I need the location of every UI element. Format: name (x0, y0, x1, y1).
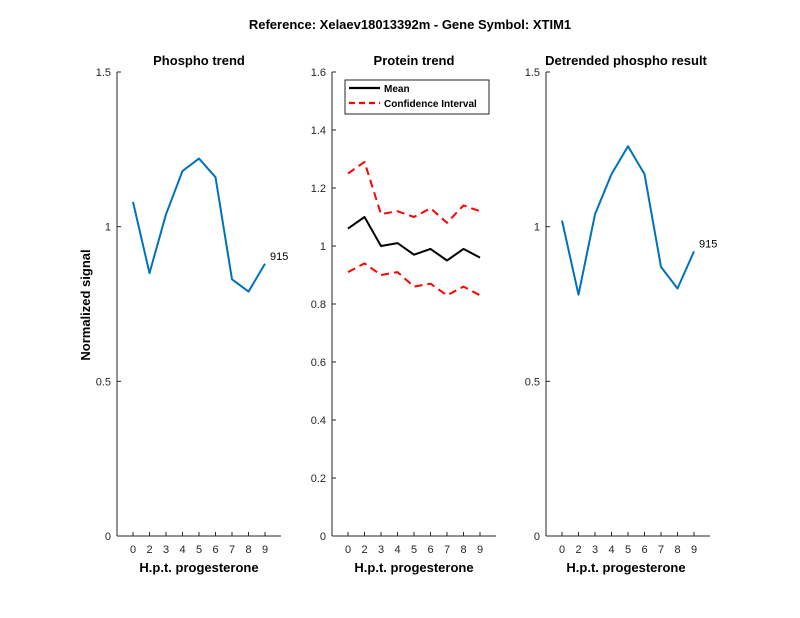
detrended-series (561, 145, 695, 296)
protein-trend-title: Protein trend (374, 53, 455, 68)
detrended-x-tick-label: 8 (674, 544, 680, 556)
protein-x-tick-label: 5 (411, 544, 417, 556)
detrended-x-tick-label: 4 (608, 544, 614, 556)
phospho-trend-title: Phospho trend (153, 53, 245, 68)
protein-series-line-1 (347, 160, 481, 224)
detrended-x-tick-label: 6 (641, 544, 647, 556)
legend-ci-label: Confidence Interval (384, 99, 477, 110)
detrended-x-tick-label: 3 (592, 544, 598, 556)
detrended-y-tick-label: 0.5 (525, 376, 540, 388)
legend-box (344, 79, 490, 115)
phospho-y-tick-label: 0 (105, 531, 111, 543)
detrended-x-tick-label: 9 (691, 544, 697, 556)
protein-x-tick-label: 0 (345, 544, 351, 556)
detrended-y-tick-label: 1 (534, 222, 540, 234)
detrended-y-ticks: 0 0.5 1 1.5 (525, 67, 550, 543)
phospho-series (132, 157, 266, 293)
phospho-annotation: 915 (270, 251, 288, 263)
protein-x-tick-label: 8 (460, 544, 466, 556)
protein-y-tick-label: 0.4 (311, 415, 326, 427)
phospho-x-axis-label: H.p.t. progesterone (139, 560, 258, 575)
phospho-y-ticks: 0 0.5 1 1.5 (96, 67, 121, 543)
phospho-x-tick-label: 7 (229, 544, 235, 556)
phospho-x-tick-label: 8 (245, 544, 251, 556)
detrended-x-tick-label: 7 (658, 544, 664, 556)
protein-y-tick-label: 0 (320, 531, 326, 543)
protein-y-ticks: 0 0.2 0.4 0.6 0.8 1 1.2 1.4 1.6 (311, 67, 336, 543)
detrended-x-tick-label: 2 (575, 544, 581, 556)
protein-x-tick-label: 9 (477, 544, 483, 556)
phospho-x-tick-label: 4 (179, 544, 185, 556)
protein-legend: Mean Confidence Interval (344, 79, 490, 115)
legend-mean-label: Mean (384, 84, 410, 95)
protein-y-tick-label: 1.2 (311, 183, 326, 195)
phospho-x-tick-label: 9 (262, 544, 268, 556)
detrended-annotation: 915 (699, 238, 717, 250)
phospho-y-tick-label: 1 (105, 222, 111, 234)
phospho-series-line-0 (132, 157, 266, 293)
detrended-y-tick-label: 1.5 (525, 67, 540, 79)
protein-series-line-0 (347, 216, 481, 262)
y-axis-label: Normalized signal (78, 249, 93, 360)
protein-y-tick-label: 1 (320, 241, 326, 253)
phospho-x-tick-label: 0 (130, 544, 136, 556)
protein-series (347, 160, 481, 297)
protein-x-tick-label: 2 (361, 544, 367, 556)
phospho-x-tick-label: 3 (163, 544, 169, 556)
protein-x-axis-label: H.p.t. progesterone (354, 560, 473, 575)
protein-x-tick-label: 6 (427, 544, 433, 556)
detrended-x-tick-label: 5 (625, 544, 631, 556)
phospho-x-tick-label: 6 (212, 544, 218, 556)
phospho-x-tick-label: 5 (196, 544, 202, 556)
protein-y-tick-label: 1.6 (311, 67, 326, 79)
detrended-x-axis-label: H.p.t. progesterone (566, 560, 685, 575)
detrended-x-tick-label: 0 (559, 544, 565, 556)
detrended-phospho-title: Detrended phospho result (545, 53, 707, 68)
detrended-y-tick-label: 0 (534, 531, 540, 543)
protein-y-tick-label: 0.8 (311, 299, 326, 311)
protein-y-tick-label: 0.2 (311, 473, 326, 485)
detrended-series-line-0 (561, 145, 695, 296)
phospho-x-tick-label: 2 (146, 544, 152, 556)
protein-x-tick-label: 7 (444, 544, 450, 556)
protein-y-tick-label: 0.6 (311, 357, 326, 369)
figure-title: Reference: Xelaev18013392m - Gene Symbol… (249, 17, 571, 32)
protein-x-tick-label: 4 (394, 544, 400, 556)
phospho-y-tick-label: 0.5 (96, 376, 111, 388)
phospho-y-tick-label: 1.5 (96, 67, 111, 79)
protein-y-tick-label: 1.4 (311, 125, 326, 137)
protein-x-tick-label: 3 (378, 544, 384, 556)
